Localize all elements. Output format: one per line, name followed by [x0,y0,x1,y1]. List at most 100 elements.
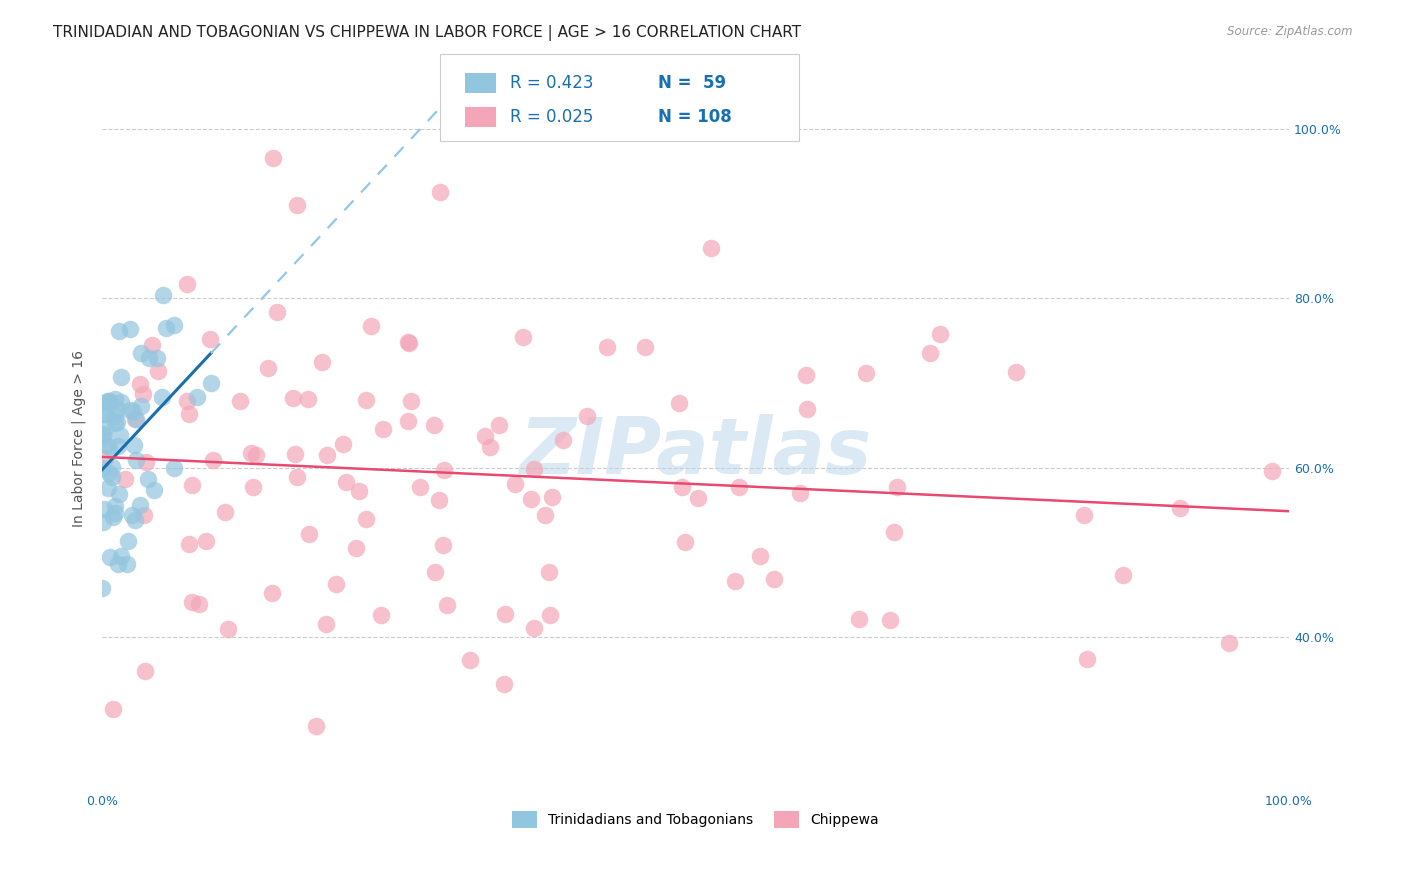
Point [181,478,204,492]
Point [131,399,153,413]
Point [297,526,319,541]
Y-axis label: In Labor Force | Age > 16: In Labor Force | Age > 16 [72,350,86,526]
Point [98,466,121,480]
Point [97,481,120,495]
Point [371,422,394,436]
Point [492,677,515,691]
Point [796,402,818,417]
Point [848,612,870,626]
Point [242,480,264,494]
Point [284,447,307,461]
Point [142,483,165,497]
Point [538,608,561,623]
Point [96,438,118,452]
Point [762,572,785,586]
Point [104,416,127,430]
Point [110,549,132,564]
Point [94,420,117,434]
Point [200,376,222,391]
Point [749,549,772,564]
Point [186,390,208,404]
Point [138,351,160,365]
Point [115,558,138,572]
Point [132,508,155,523]
Point [122,438,145,452]
Point [217,622,239,636]
Point [427,492,450,507]
Point [575,409,598,423]
Point [98,393,121,408]
Point [121,508,143,523]
Point [285,470,308,484]
Text: N = 108: N = 108 [658,108,731,126]
Point [101,702,124,716]
Point [398,336,420,351]
Point [879,613,901,627]
Point [91,581,114,595]
Point [136,472,159,486]
Point [494,607,516,622]
Point [344,541,367,556]
Point [96,394,118,409]
Text: TRINIDADIAN AND TOBAGONIAN VS CHIPPEWA IN LABOR FORCE | AGE > 16 CORRELATION CHA: TRINIDADIAN AND TOBAGONIAN VS CHIPPEWA I… [53,25,801,41]
Point [181,594,204,608]
Point [134,665,156,679]
Point [551,434,574,448]
Point [104,392,127,407]
Point [1004,365,1026,379]
Point [120,403,142,417]
Point [396,335,419,350]
Point [789,486,811,500]
Text: R = 0.025: R = 0.025 [510,108,593,126]
Point [110,370,132,384]
Point [121,403,143,417]
Point [673,535,696,549]
Point [458,653,481,667]
Point [1168,501,1191,516]
Point [124,412,146,426]
Point [1112,567,1135,582]
Point [114,472,136,486]
Point [503,477,526,491]
Point [1076,652,1098,666]
Point [108,486,131,500]
Text: ZIPatlas: ZIPatlas [519,414,872,491]
Point [523,621,546,635]
Point [425,565,447,579]
Point [104,409,127,423]
Point [98,549,121,564]
Text: R = 0.423: R = 0.423 [510,74,593,92]
Point [93,451,115,466]
Point [855,366,877,380]
Point [108,428,131,442]
Point [245,449,267,463]
Point [104,506,127,520]
Point [152,288,174,302]
Point [325,577,347,591]
Point [97,393,120,408]
Point [668,396,690,410]
Point [596,340,619,354]
Point [929,327,952,342]
Point [478,440,501,454]
Point [146,351,169,366]
Point [354,512,377,526]
Point [125,412,148,426]
Point [519,492,541,507]
Point [105,415,128,429]
Point [432,538,454,552]
Point [105,401,128,416]
Point [399,394,422,409]
Point [214,505,236,519]
Point [1073,508,1095,522]
Point [699,241,721,255]
Point [688,491,710,506]
Text: Source: ZipAtlas.com: Source: ZipAtlas.com [1227,25,1353,38]
Point [918,346,941,360]
Point [429,186,451,200]
Point [91,429,114,443]
Text: N =  59: N = 59 [658,74,725,92]
Point [101,459,124,474]
Point [135,455,157,469]
Point [91,515,114,529]
